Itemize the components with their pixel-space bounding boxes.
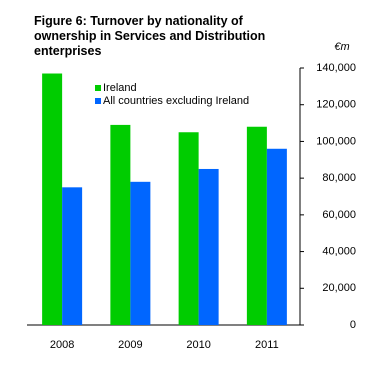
y-tick-label: 120,000	[316, 99, 356, 111]
x-tick-label: 2009	[118, 339, 142, 351]
bar	[130, 181, 151, 325]
y-tick-label: 40,000	[322, 245, 356, 257]
bar	[246, 126, 267, 325]
bar	[178, 132, 199, 325]
x-tick-label: 2011	[255, 339, 279, 351]
legend-swatch	[95, 85, 101, 91]
y-tick-label: 80,000	[322, 172, 356, 184]
chart-title: Figure 6: Turnover by nationality of own…	[34, 14, 266, 58]
bar	[198, 168, 219, 325]
legend-label: All countries excluding Ireland	[103, 95, 249, 107]
bar	[42, 73, 63, 325]
y-tick-label: 60,000	[322, 209, 356, 221]
x-tick-label: 2008	[50, 339, 74, 351]
y-tick-label: 140,000	[316, 62, 356, 74]
legend-swatch	[95, 98, 101, 104]
y-tick-label: 20,000	[322, 282, 356, 294]
bar	[110, 124, 131, 326]
y-tick-label: 100,000	[316, 135, 356, 147]
bar	[266, 148, 287, 325]
y-unit: €m	[334, 41, 349, 53]
y-tick-label: 0	[350, 319, 356, 331]
bar	[62, 187, 83, 325]
x-tick-label: 2010	[186, 339, 210, 351]
legend-label: Ireland	[103, 82, 137, 94]
